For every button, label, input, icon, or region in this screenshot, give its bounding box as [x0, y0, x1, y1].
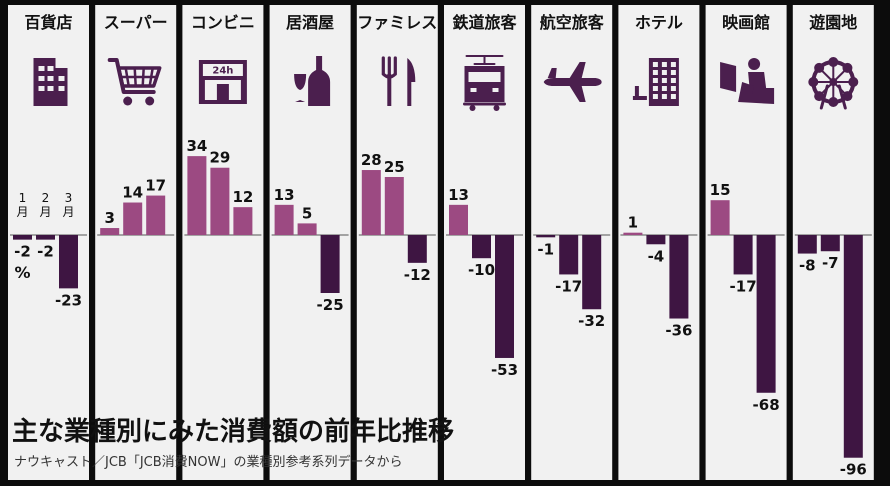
data-label: -7: [822, 254, 839, 272]
data-label: 5: [302, 204, 312, 222]
bar: [646, 235, 666, 245]
bar: [233, 207, 253, 235]
bar: [297, 223, 317, 235]
hotel-icon: [632, 58, 679, 106]
shopping-cart-icon: [107, 58, 162, 106]
category-label: 遊園地: [809, 13, 857, 32]
data-label: -8: [799, 257, 816, 275]
data-label: -4: [648, 247, 665, 265]
data-label: -36: [665, 322, 692, 340]
category-label: 鉄道旅客: [452, 13, 517, 32]
cinema-seat-icon: [720, 58, 775, 104]
bar: [187, 156, 207, 235]
category-label: コンビニ: [191, 13, 255, 32]
data-label: -10: [468, 261, 495, 279]
bar: [407, 235, 427, 263]
data-label: 17: [145, 177, 166, 195]
category-label: ホテル: [635, 13, 683, 32]
bar: [820, 235, 840, 252]
bar: [756, 235, 776, 393]
bar: [361, 170, 381, 235]
bar: [59, 235, 78, 289]
category-label: 航空旅客: [540, 13, 605, 32]
store-sign-text: 24h: [212, 66, 233, 77]
data-label: -12: [404, 266, 431, 284]
convenience-store-icon: 24h: [198, 60, 247, 104]
category-label: 居酒屋: [286, 13, 334, 32]
bar: [559, 235, 579, 275]
bar: [274, 204, 294, 235]
bar: [843, 235, 863, 458]
data-label: -23: [55, 291, 82, 309]
data-label: 12: [232, 188, 253, 206]
data-label: 1: [628, 214, 638, 232]
bar: [710, 200, 730, 235]
data-label: 3: [104, 209, 114, 227]
data-label: 15: [710, 181, 731, 199]
bar: [210, 167, 230, 235]
bar: [100, 228, 120, 235]
bar: [536, 235, 556, 238]
data-label: -17: [555, 277, 582, 295]
bar: [495, 235, 514, 358]
unit-label: %: [14, 263, 30, 282]
data-label: -2: [37, 243, 54, 261]
data-label: 29: [209, 149, 230, 167]
data-label: 13: [274, 186, 295, 204]
category-label: ファミレス: [357, 13, 437, 32]
data-label: 14: [122, 184, 143, 202]
chart-title: 主な業種別にみた消費額の前年比推移: [12, 416, 454, 447]
bar: [733, 235, 753, 275]
data-label: 28: [361, 151, 382, 169]
data-label: -96: [840, 461, 867, 479]
category-label: 映画館: [722, 13, 770, 32]
category-label: スーパー: [104, 13, 168, 32]
department-store-icon: [33, 58, 68, 106]
data-label: -53: [491, 361, 518, 379]
train-icon: [463, 55, 506, 111]
bar: [146, 195, 166, 235]
ferris-wheel-icon: [808, 57, 859, 110]
data-label: -2: [14, 243, 31, 261]
data-label: 25: [384, 158, 405, 176]
bar: [472, 235, 491, 259]
bar: [36, 235, 55, 240]
bar: [13, 235, 32, 240]
bar: [123, 202, 143, 235]
bar: [582, 235, 602, 310]
data-label: -68: [753, 396, 780, 414]
data-label: 34: [186, 137, 207, 155]
data-label: 13: [448, 186, 469, 204]
airplane-icon: [543, 62, 602, 102]
fork-knife-icon: [381, 56, 416, 106]
bar: [384, 177, 404, 235]
bar: [320, 235, 340, 293]
bar: [623, 232, 643, 235]
chart-subtitle: ナウキャスト／JCB「JCB消費NOW」の業種別参考系列データから: [14, 454, 402, 470]
data-label: -25: [317, 296, 344, 314]
data-label: -1: [537, 240, 554, 258]
bar: [669, 235, 689, 319]
category-label: 百貨店: [24, 13, 72, 32]
bar: [797, 235, 817, 254]
wine-bottle-icon: [294, 56, 331, 106]
bar: [449, 204, 468, 235]
data-label: -32: [578, 312, 605, 330]
data-label: -17: [730, 277, 757, 295]
